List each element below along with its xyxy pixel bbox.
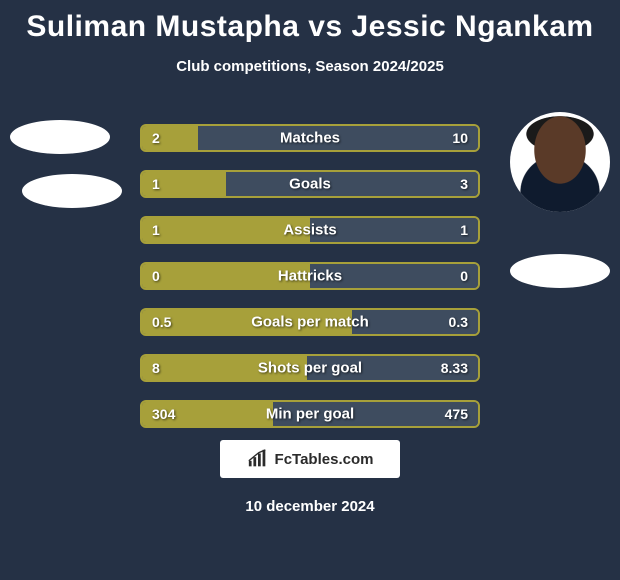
left-player-placeholder-1	[10, 120, 110, 154]
stat-row: 00Hattricks	[140, 262, 480, 290]
stat-label: Assists	[142, 222, 478, 239]
stat-row: 0.50.3Goals per match	[140, 308, 480, 336]
right-club-placeholder	[510, 254, 610, 288]
snapshot-date: 10 december 2024	[0, 498, 620, 515]
avatar-face-graphic	[510, 112, 610, 212]
brand-badge[interactable]: FcTables.com	[220, 440, 400, 478]
stat-label: Matches	[142, 130, 478, 147]
stat-label: Goals	[142, 176, 478, 193]
stat-label: Hattricks	[142, 268, 478, 285]
left-player-placeholder-2	[22, 174, 122, 208]
stat-bars: 210Matches 13Goals 11Assists 00Hattricks 0.5…	[140, 124, 480, 446]
brand-text: FcTables.com	[275, 451, 374, 468]
stat-label: Min per goal	[142, 406, 478, 423]
stat-label: Shots per goal	[142, 360, 478, 377]
stat-label: Goals per match	[142, 314, 478, 331]
stat-row: 13Goals	[140, 170, 480, 198]
right-player-avatar	[510, 112, 610, 212]
page-title: Suliman Mustapha vs Jessic Ngankam	[0, 0, 620, 44]
stat-row: 210Matches	[140, 124, 480, 152]
subtitle: Club competitions, Season 2024/2025	[0, 58, 620, 75]
stat-row: 304475Min per goal	[140, 400, 480, 428]
brand-chart-icon	[247, 449, 269, 469]
stat-row: 88.33Shots per goal	[140, 354, 480, 382]
stat-row: 11Assists	[140, 216, 480, 244]
